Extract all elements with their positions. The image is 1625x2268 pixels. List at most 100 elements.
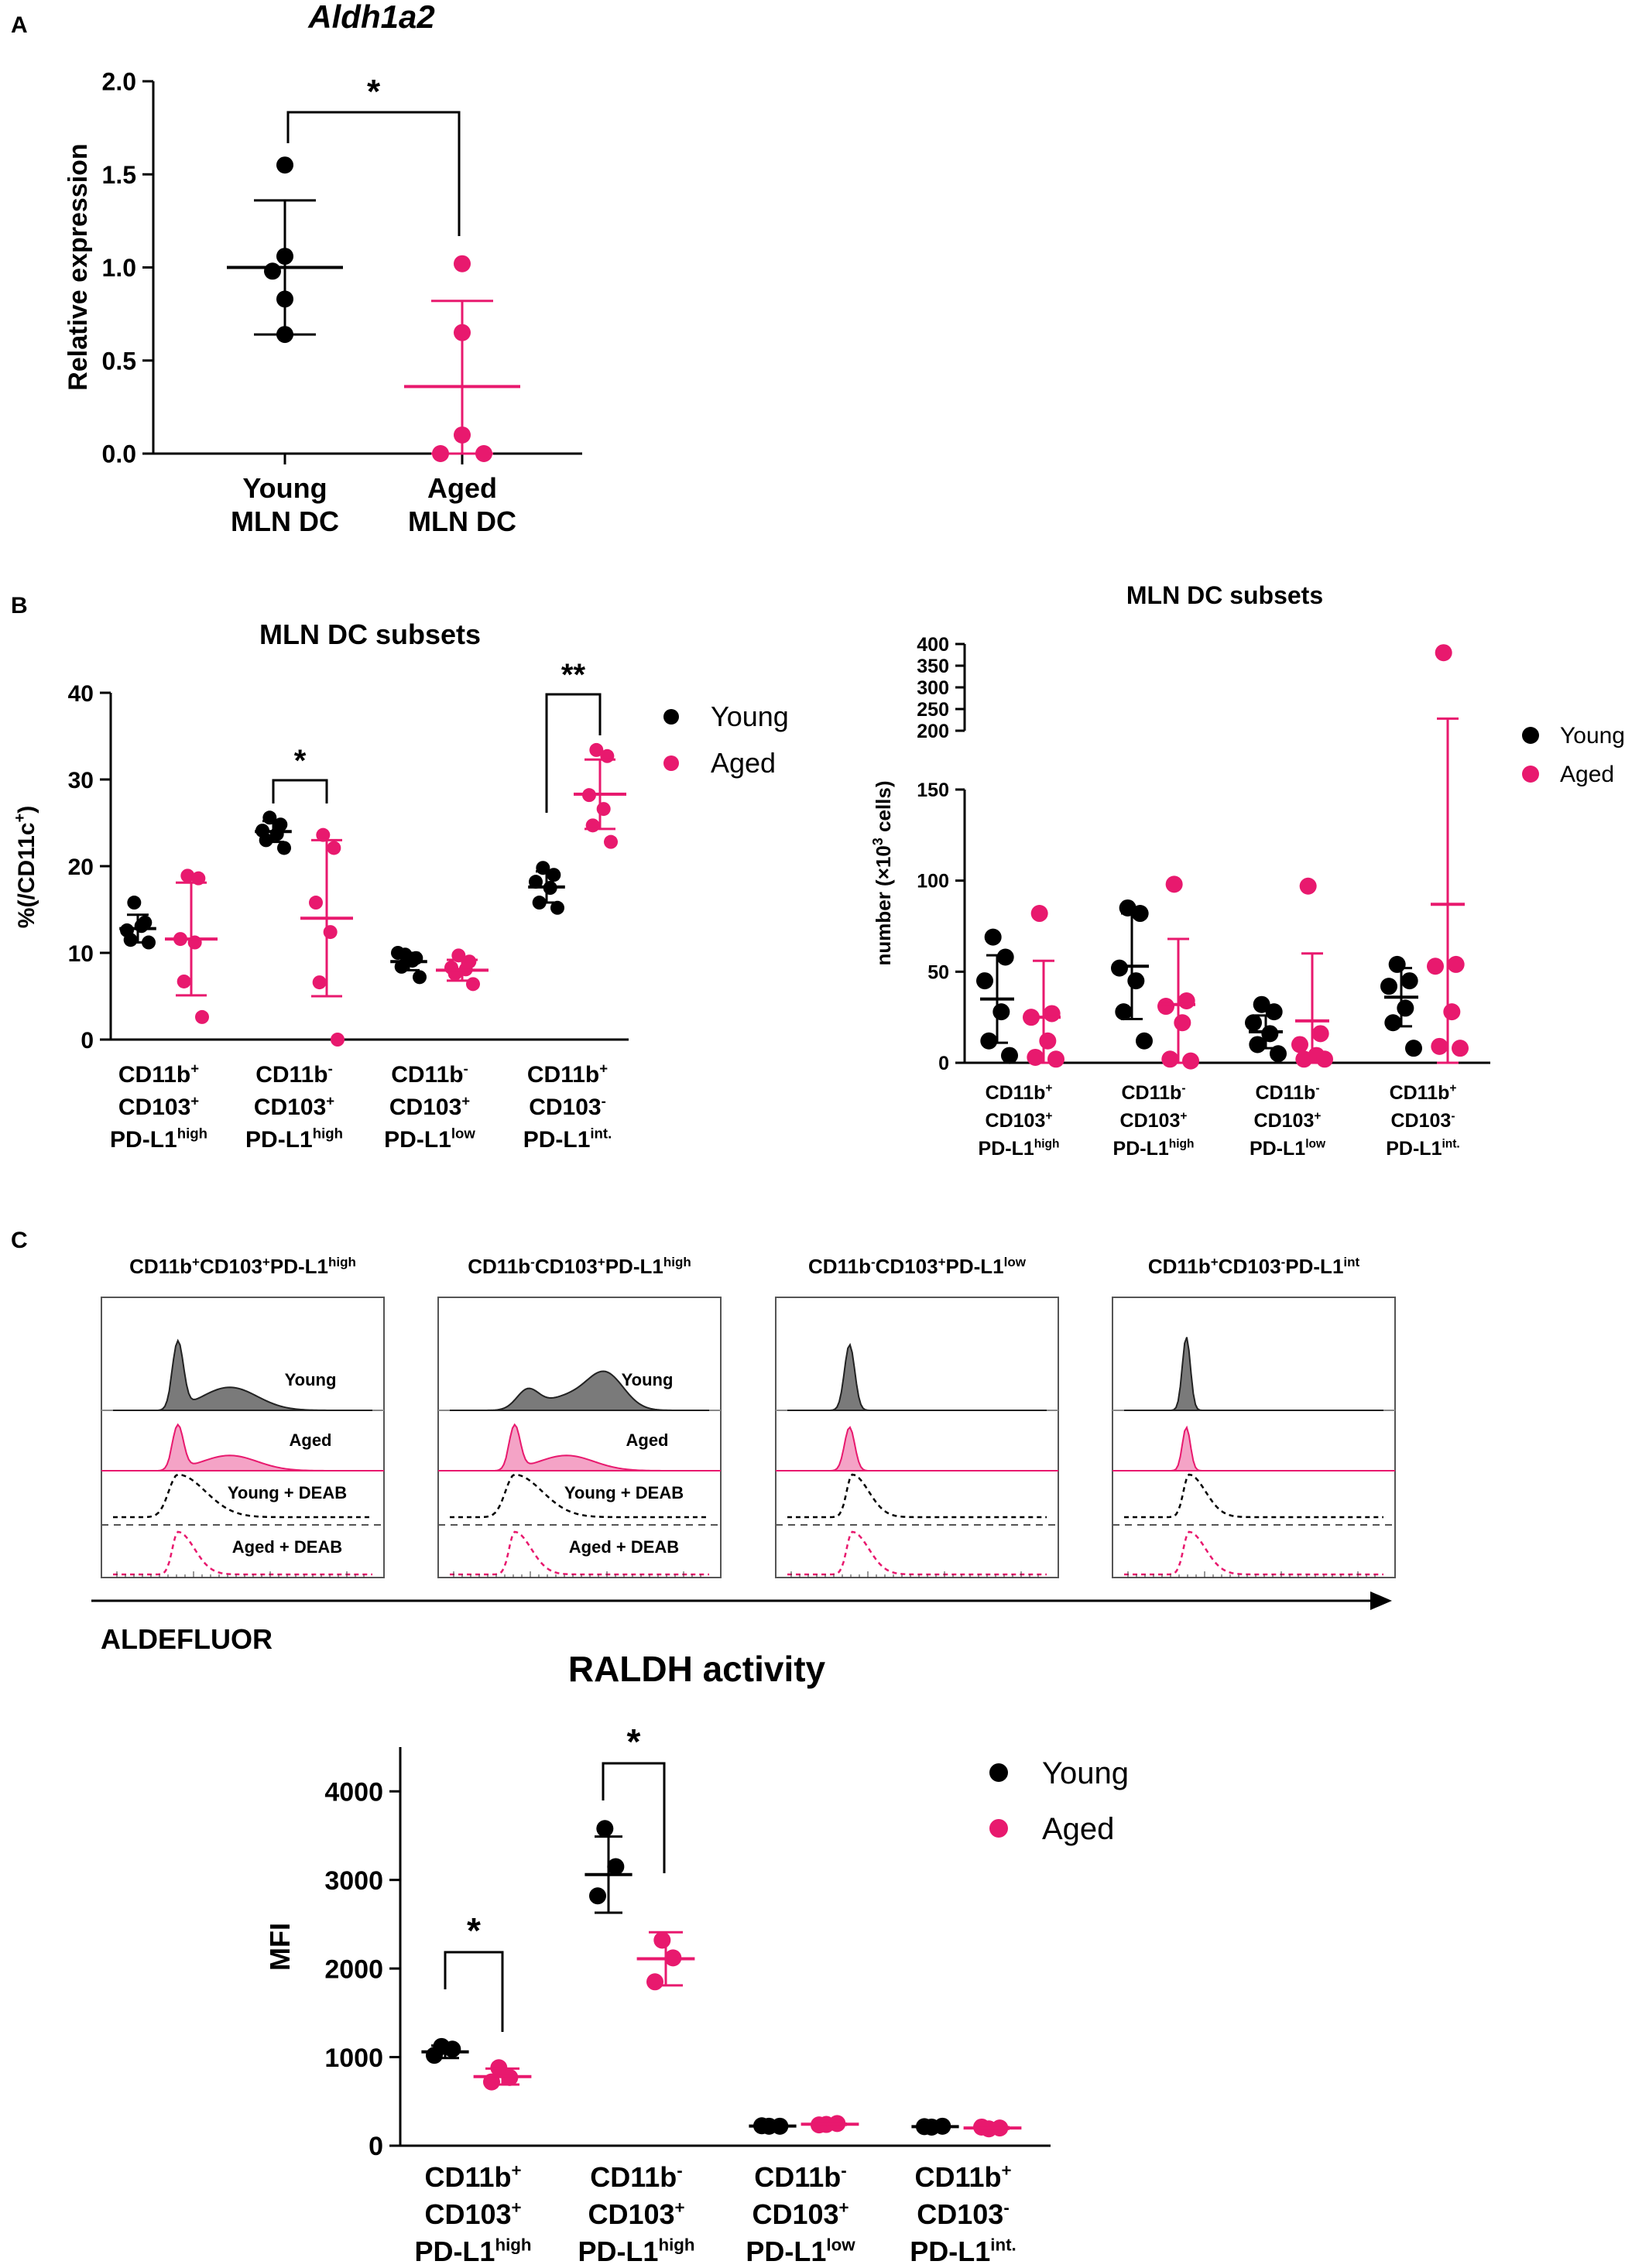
- panel-c-hist-header-sup: -: [1281, 1255, 1286, 1269]
- panel-b-left-aged-point: [585, 818, 600, 833]
- panel-c-hist-frame: [101, 1297, 385, 1578]
- panel-b-left-young-point: [134, 919, 149, 934]
- panel-c-bar-xtick-line: CD11b+: [424, 2160, 521, 2193]
- panel-a-xtick-aged-2: MLN DC: [408, 505, 516, 537]
- panel-c-hist-row-label: Aged: [626, 1430, 669, 1450]
- panel-c-bar-xtick-line: CD103+: [424, 2198, 521, 2230]
- panel-b-right-xtick-sup: low: [1305, 1138, 1326, 1151]
- panel-b-right-xtick-text: CD103: [1391, 1110, 1452, 1132]
- panel-b-right-ytick-label: 0: [938, 1053, 949, 1074]
- panel-c-bar-aged-point: [653, 1931, 671, 1949]
- panel-b-left-xtick-line: CD11b-: [391, 1060, 468, 1088]
- panel-c-hist-header-sup: +: [262, 1255, 270, 1269]
- panel-b-right-ytick-label: 100: [917, 871, 949, 892]
- panel-b-right-point-aged: [1299, 877, 1317, 895]
- panel-c-bar-xtick-text: CD103: [752, 2198, 838, 2230]
- panel-b-right-xtick-sup: -: [1181, 1082, 1185, 1095]
- panel-b-right-point-aged: [1182, 1052, 1199, 1070]
- panel-b-left-aged-point: [600, 749, 615, 763]
- panel-b-left-xtick-sup: low: [451, 1125, 476, 1142]
- panel-b-left-young-point: [529, 875, 543, 889]
- panel-c-hist-axis-arrow: [1370, 1591, 1392, 1610]
- panel-c-hist-frame: [437, 1297, 722, 1578]
- panel-b-right-legend-young: Young: [1560, 723, 1625, 749]
- panel-b-left-legend-aged-marker: [663, 755, 679, 771]
- panel-b-left-aged-point: [177, 974, 191, 988]
- panel-c-hist-header-sup: +: [192, 1255, 200, 1269]
- panel-b-left-young-point: [550, 900, 564, 915]
- panel-c-hist-young-curve: [1124, 1337, 1383, 1411]
- panel-c-bar-xtick-line: CD11b-: [590, 2160, 682, 2193]
- panel-b-left-xtick-sup: int.: [590, 1125, 612, 1142]
- panel-c-hist-header-sup: +: [1211, 1255, 1219, 1269]
- panel-b-right-point-aged: [1039, 1032, 1057, 1050]
- panel-b-left-significance: **: [561, 658, 586, 692]
- panel-b-right-point-aged: [1043, 1005, 1061, 1023]
- panel-c-hist-header: CD11b+CD103+PD-L1high: [129, 1255, 356, 1279]
- panel-b-right-xtick-sup: +: [1314, 1110, 1321, 1123]
- panel-b-left-xtick-text: CD103: [118, 1095, 190, 1120]
- panel-a-ylabel: Relative expression: [63, 143, 93, 390]
- panel-b-left-young-point: [547, 868, 561, 882]
- panel-b-left-young-point: [123, 933, 138, 947]
- panel-b-right-xtick-sup: -: [1315, 1082, 1319, 1095]
- panel-a-ytick-label: 2.0: [102, 68, 136, 96]
- panel-c-bar-xtick-sup: -: [677, 2160, 682, 2180]
- panel-a-point-young: [264, 262, 281, 280]
- panel-c-bar-xtick-line: CD103-: [917, 2198, 1010, 2230]
- panel-c-hist-row-label: Young + DEAB: [564, 1483, 684, 1502]
- panel-c-hist-aged-curve: [787, 1426, 1047, 1471]
- panel-a-ytick-label: 1.5: [102, 161, 136, 189]
- panel-b-left-ylabel-pre: %(/CD11c: [14, 822, 39, 928]
- panel-b-right-ylabel-post: cells): [872, 780, 895, 838]
- panel-c-bar-xtick-sup: high: [658, 2235, 694, 2254]
- panel-c-hist-header-text: CD11b: [1148, 1255, 1211, 1278]
- panel-b-right-point-aged: [1165, 875, 1183, 893]
- panel-c-bar-xtick-sup: +: [512, 2198, 522, 2217]
- panel-c-bar-ytick-label: 1000: [324, 2044, 383, 2073]
- panel-c-bar-xtick-sup: +: [512, 2160, 522, 2180]
- panel-c-hist-row-label: Aged + DEAB: [569, 1537, 679, 1557]
- panel-b-left-xtick-text: CD11b: [527, 1062, 599, 1088]
- panel-b-left-xtick-line: CD103+: [118, 1093, 199, 1120]
- panel-b-left-aged-point: [180, 868, 195, 883]
- panel-b-left-xtick-text: CD11b: [255, 1062, 327, 1088]
- panel-b-right-xtick-line: PD-L1int.: [1386, 1138, 1459, 1160]
- panel-b-left-young-point: [127, 896, 142, 910]
- panel-b-right-xtick-sup: +: [1449, 1082, 1456, 1095]
- panel-b-left-xtick-sup: +: [326, 1093, 334, 1109]
- panel-c-bar-xtick-sup: -: [841, 2160, 846, 2180]
- panel-b-right-ytick-label: 200: [917, 721, 949, 742]
- panel-c-legend-young-marker: [989, 1763, 1008, 1782]
- panel-c-bar-bracket: [602, 1762, 666, 1873]
- panel-c-hist-aged-deab-curve: [1124, 1530, 1383, 1576]
- panel-c-bar-xtick-sup: low: [826, 2235, 855, 2254]
- panel-c-hist-header-text: CD103: [535, 1255, 598, 1278]
- panel-b-left-xtick-text: PD-L1: [245, 1127, 313, 1153]
- panel-b-right-xtick-line: PD-L1low: [1250, 1138, 1326, 1160]
- panel-b-right-point-aged: [1427, 958, 1444, 975]
- panel-c-hist-header-text: CD103: [1219, 1255, 1281, 1278]
- panel-c-hist-header: CD11b-CD103+PD-L1low: [808, 1255, 1027, 1279]
- panel-c-bar-xtick-line: CD11b+: [914, 2160, 1011, 2193]
- panel-c-hist-header: CD11b-CD103+PD-L1high: [468, 1255, 691, 1279]
- panel-c-hist-header-text: CD11b: [129, 1255, 192, 1278]
- panel-b-left-legend-young: Young: [711, 701, 789, 732]
- panel-b-right-xtick-text: CD103: [1120, 1110, 1181, 1132]
- panel-b-right-xtick-line: CD103-: [1391, 1110, 1455, 1132]
- panel-c-hist-header-text: PD-L1: [605, 1255, 663, 1278]
- panel-b-left-xtick-sup: high: [313, 1125, 343, 1142]
- panel-b-right-ytick-label: 300: [917, 677, 949, 699]
- panel-b-left-aged-point: [596, 802, 611, 817]
- panel-b-left-xtick-text: PD-L1: [523, 1127, 591, 1153]
- panel-b-right-point-young: [1265, 1003, 1283, 1021]
- panel-c-hist-aged-curve: [450, 1423, 709, 1471]
- panel-b-right-point-young: [984, 928, 1002, 946]
- panel-c-bar-xtick-line: PD-L1high: [414, 2235, 531, 2267]
- panel-b-right-point-aged: [1452, 1040, 1469, 1057]
- panel-b-right-point-young: [1245, 1014, 1262, 1032]
- panel-b-right-point-young: [1127, 972, 1145, 990]
- panel-b-right-ylabel-pre: number (×10: [872, 845, 895, 965]
